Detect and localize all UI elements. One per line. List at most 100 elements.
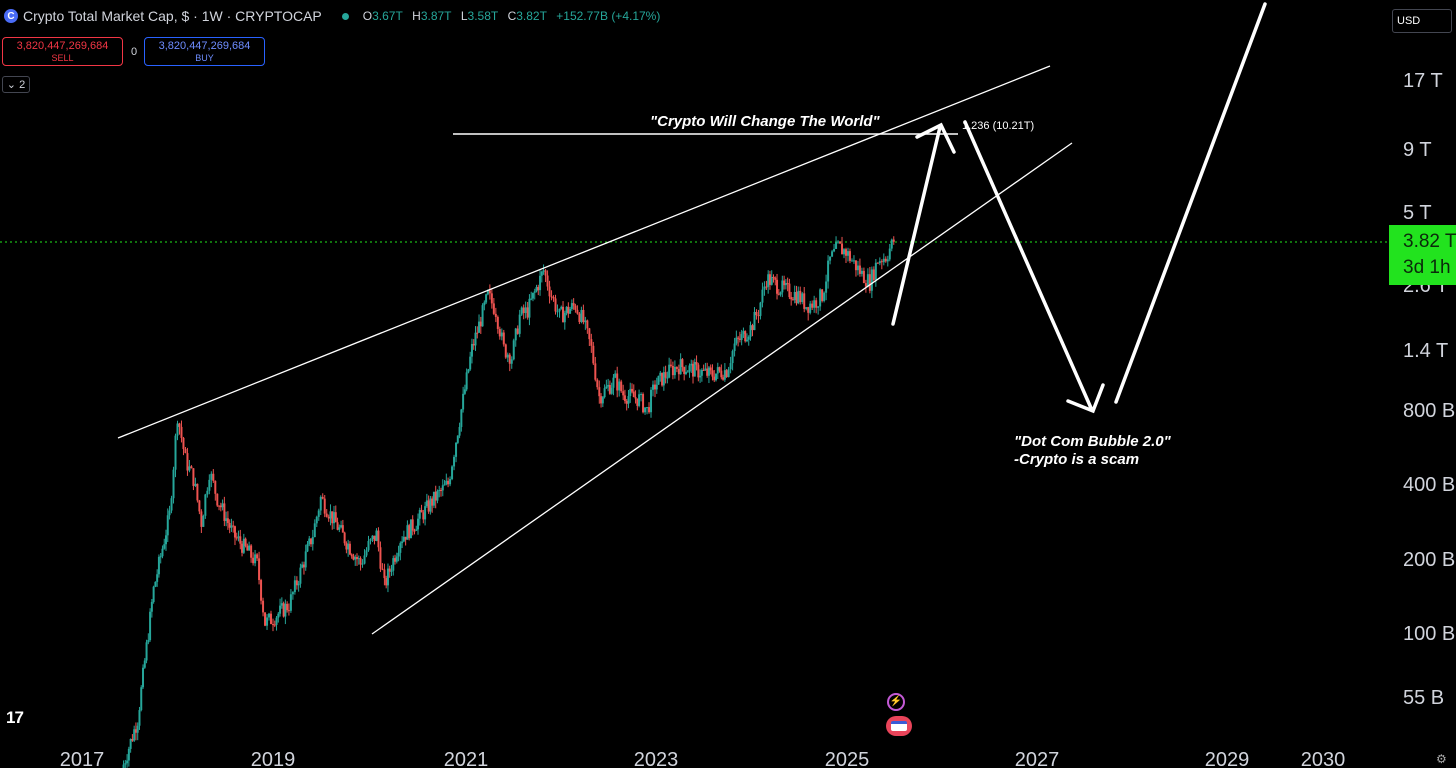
candle-body (354, 557, 357, 560)
candle-body (157, 556, 160, 575)
time-axis-label: 2025 (825, 749, 870, 768)
candle-body (554, 298, 557, 312)
close-label: C (507, 9, 517, 23)
buy-label: BUY (195, 53, 214, 63)
candle-body (492, 303, 495, 314)
candle-body (496, 316, 499, 329)
high-label: H (412, 9, 421, 23)
up-arrow[interactable] (891, 122, 956, 326)
us-flag-icon[interactable] (886, 716, 912, 736)
time-axis[interactable]: 2017 2019 2021 2023 2025 2027 2029 2030 (60, 749, 1346, 768)
candle-body (434, 491, 437, 501)
candle-body (610, 387, 613, 394)
candle-body (367, 540, 370, 551)
upper-trendline[interactable] (117, 65, 1051, 439)
last-price-badge: 3.82 T 3d 1h (1389, 225, 1456, 285)
ohlc-values: O3.67T H3.87T L3.58T C3.82T +152.77B (+4… (363, 9, 667, 23)
candle-body (161, 548, 164, 557)
candle-body (777, 293, 780, 295)
candle-body (399, 543, 402, 553)
candle-body (718, 367, 721, 371)
candle-body (657, 375, 660, 385)
candle-body (540, 271, 543, 276)
candle-body (432, 491, 435, 506)
candle-body (784, 283, 787, 286)
candle-body (126, 760, 129, 764)
candle-body (214, 480, 217, 494)
candle-body (327, 516, 330, 519)
candle-body (854, 260, 857, 271)
buy-button[interactable]: 3,820,447,269,684 BUY (144, 37, 265, 66)
currency-selector[interactable]: USD (1392, 9, 1452, 33)
candle-body (876, 262, 879, 264)
candle-body (520, 307, 523, 315)
candle-body (594, 363, 597, 380)
candle-body (204, 494, 207, 516)
candle-body (388, 568, 391, 572)
candle-body (742, 331, 745, 335)
candle-body (250, 545, 253, 558)
candle-body (463, 389, 466, 394)
lightning-news-icon[interactable]: ⚡ (887, 693, 905, 711)
candle-body (321, 496, 324, 499)
candle-body (142, 667, 145, 688)
candle-body (716, 367, 719, 374)
candle-body (848, 251, 851, 261)
candle-body (720, 370, 723, 378)
recovery-line[interactable] (1114, 2, 1267, 404)
candle-body (228, 522, 231, 528)
gear-icon[interactable]: ⚙ (1436, 752, 1447, 766)
candle-body (666, 377, 669, 379)
lower-trendline[interactable] (371, 142, 1073, 635)
candle-body (868, 274, 871, 291)
candle-body (289, 594, 292, 611)
tradingview-logo-icon[interactable]: 17 (6, 708, 24, 727)
candle-body (711, 370, 714, 377)
down-arrow[interactable] (963, 120, 1105, 414)
candle-body (427, 500, 430, 512)
buy-price: 3,820,447,269,684 (158, 40, 251, 52)
sell-button[interactable]: 3,820,447,269,684 SELL (2, 37, 123, 66)
candle-body (580, 309, 583, 322)
candle-body (478, 321, 481, 333)
candle-body (458, 427, 461, 436)
candle-body (882, 258, 885, 263)
candle-body (223, 503, 226, 521)
symbol-logo-icon: C (4, 9, 18, 23)
candle-body (408, 525, 411, 539)
symbol-title[interactable]: Crypto Total Market Cap, $ · 1W · CRYPTO… (23, 8, 322, 24)
candle-body (237, 536, 240, 538)
candle-body (282, 603, 285, 617)
candle-body (210, 473, 213, 480)
candle-body (864, 283, 867, 287)
candle-body (607, 385, 610, 387)
fib-label: 1.236 (10.21T) (962, 120, 1034, 132)
candle-body (165, 535, 168, 545)
candle-body (829, 256, 832, 261)
candle-body (418, 510, 421, 519)
candle-body (603, 388, 606, 398)
candle-body (498, 328, 501, 337)
candle-body (170, 498, 173, 511)
candle-body (270, 613, 273, 625)
candle-body (256, 554, 259, 559)
candle-body (605, 386, 608, 389)
time-axis-label: 2027 (1015, 749, 1060, 768)
candle-body (528, 298, 531, 318)
candle-body (246, 545, 249, 551)
candle-body (235, 537, 238, 539)
candle-body (783, 280, 786, 286)
candle-body (512, 340, 515, 360)
candle-body (377, 530, 380, 548)
drawing-tools[interactable] (117, 2, 1267, 635)
candle-body (291, 592, 294, 595)
candle-body (455, 442, 458, 457)
candle-body (524, 307, 527, 314)
candle-body (811, 303, 814, 308)
indicators-collapse-button[interactable]: ⌄ 2 (2, 76, 30, 93)
bar-countdown: 3d 1h (1403, 257, 1451, 278)
candle-body (502, 332, 505, 345)
time-axis-label: 2021 (444, 749, 489, 768)
